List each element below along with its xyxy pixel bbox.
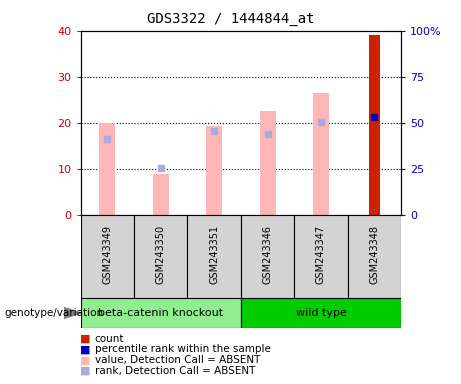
Bar [206,126,222,215]
Polygon shape [64,308,81,318]
Bar [241,298,401,328]
Bar [100,123,115,215]
Bar [188,215,241,298]
Bar [294,215,348,298]
Text: rank, Detection Call = ABSENT: rank, Detection Call = ABSENT [95,366,255,376]
Text: value, Detection Call = ABSENT: value, Detection Call = ABSENT [95,355,260,365]
Text: ■: ■ [80,366,90,376]
Text: wild type: wild type [296,308,346,318]
Text: ■: ■ [80,344,90,354]
Text: percentile rank within the sample: percentile rank within the sample [95,344,271,354]
Bar [134,215,188,298]
Text: GSM243347: GSM243347 [316,225,326,284]
Text: GSM243350: GSM243350 [156,225,166,284]
Bar [260,111,276,215]
Bar [348,215,401,298]
Text: GSM243348: GSM243348 [369,225,379,284]
Bar [369,35,379,215]
Bar [81,215,134,298]
Text: GSM243346: GSM243346 [263,225,272,284]
Text: ■: ■ [80,334,90,344]
Text: GSM243349: GSM243349 [102,225,112,284]
Text: ■: ■ [80,355,90,365]
Bar [241,215,294,298]
Bar [153,174,169,215]
Bar [81,298,241,328]
Text: beta-catenin knockout: beta-catenin knockout [98,308,223,318]
Text: count: count [95,334,124,344]
Text: genotype/variation: genotype/variation [5,308,104,318]
Text: GSM243351: GSM243351 [209,225,219,284]
Bar [313,93,329,215]
Text: GDS3322 / 1444844_at: GDS3322 / 1444844_at [147,12,314,25]
